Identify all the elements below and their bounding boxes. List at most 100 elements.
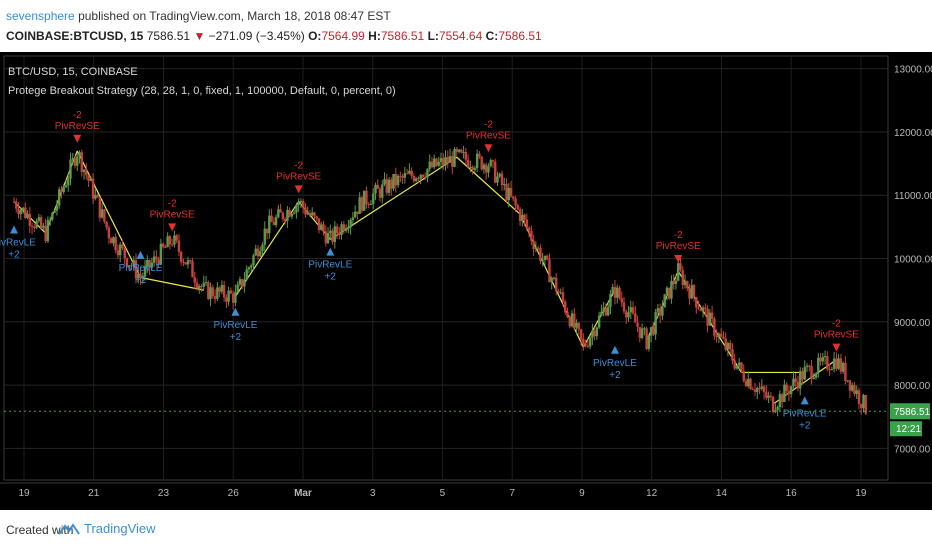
candle-body xyxy=(414,178,418,182)
candle-body xyxy=(606,306,610,316)
candle-body xyxy=(762,386,766,393)
candle-body xyxy=(64,185,68,188)
candle-body xyxy=(841,362,845,372)
candle-body xyxy=(516,205,520,210)
candle-body xyxy=(548,259,551,283)
candles xyxy=(12,145,867,417)
candle-body xyxy=(550,278,553,283)
candle-body xyxy=(792,378,795,387)
candle-body xyxy=(742,370,745,381)
candle-body xyxy=(268,215,271,234)
long-signal-count: +2 xyxy=(609,370,621,381)
time-tick-label: 21 xyxy=(88,488,100,499)
legend-strategy[interactable]: Protege Breakout Strategy (28, 28, 1, 0,… xyxy=(8,85,396,97)
candle-body xyxy=(254,248,257,256)
candle-body xyxy=(444,156,447,166)
last-price-badge-label: 7586.51 xyxy=(894,407,931,418)
tradingview-brand[interactable]: TradingView xyxy=(58,521,156,536)
candle-body xyxy=(134,260,138,279)
candle-body xyxy=(326,232,330,244)
candle-body xyxy=(148,260,151,268)
candle-body xyxy=(234,291,237,303)
candle-body xyxy=(767,395,770,398)
candle-body xyxy=(756,387,759,392)
candle-body xyxy=(500,173,504,186)
candle-body xyxy=(552,277,556,279)
candle-body xyxy=(283,219,287,221)
candle-body xyxy=(728,342,732,350)
candle-body xyxy=(240,279,244,287)
candle-body xyxy=(44,225,47,242)
candle-body xyxy=(715,335,718,338)
candle-body xyxy=(593,330,596,337)
candle-body xyxy=(604,308,608,316)
trendline xyxy=(329,156,458,241)
candle-body xyxy=(256,248,260,257)
candle-body xyxy=(374,184,377,194)
candle-body xyxy=(719,333,723,337)
candle-body xyxy=(692,285,696,298)
candle-body xyxy=(780,394,784,403)
candle-body xyxy=(801,371,804,380)
candle-body xyxy=(353,211,357,218)
candle-body xyxy=(846,380,849,382)
candle-body xyxy=(279,209,282,213)
candle-body xyxy=(121,244,124,249)
candle-body xyxy=(335,226,339,234)
author-link[interactable]: sevensphere xyxy=(6,9,75,23)
candle-body xyxy=(555,277,558,292)
candle-body xyxy=(814,373,818,378)
candle-body xyxy=(369,203,373,205)
long-signal-label: PivRevLE xyxy=(213,320,257,331)
candle-body xyxy=(274,217,278,226)
candle-body xyxy=(799,371,802,389)
candle-body xyxy=(697,307,700,309)
candle-body xyxy=(541,259,544,262)
short-signal-label: PivRevSE xyxy=(656,241,701,252)
candle-body xyxy=(568,316,571,327)
candle-body xyxy=(819,357,822,362)
candle-body xyxy=(87,175,90,181)
candle-body xyxy=(577,322,581,330)
candle-body xyxy=(173,235,176,245)
price-chart[interactable]: -2PivRevSE-2PivRevSE-2PivRevSE-2PivRevSE… xyxy=(0,52,932,510)
candle-body xyxy=(539,248,542,262)
candle-body xyxy=(209,287,212,299)
candle-body xyxy=(150,262,154,268)
last-price-badge xyxy=(890,403,930,420)
candle-body xyxy=(706,308,709,326)
candle-body xyxy=(143,266,147,277)
candle-body xyxy=(505,183,508,201)
candle-body xyxy=(751,388,754,390)
signal-markers: -2PivRevSE-2PivRevSE-2PivRevSE-2PivRevSE… xyxy=(0,110,859,432)
candle-body xyxy=(403,173,407,178)
candle-body xyxy=(695,297,698,308)
price-tick-label: 11000.00 xyxy=(894,191,932,202)
candle-body xyxy=(681,270,684,286)
candle-body xyxy=(225,297,228,302)
candle-body xyxy=(699,308,703,312)
candle-body xyxy=(665,287,669,295)
candle-body xyxy=(247,267,251,270)
candle-body xyxy=(35,220,38,228)
candle-body xyxy=(629,307,632,313)
candle-body xyxy=(810,365,813,379)
candle-body xyxy=(338,233,341,235)
candle-body xyxy=(817,357,820,374)
candle-body xyxy=(731,349,734,361)
candle-body xyxy=(216,287,219,299)
countdown-badge xyxy=(890,421,922,437)
candle-body xyxy=(735,365,739,369)
candle-body xyxy=(12,201,16,203)
candle-body xyxy=(850,385,854,391)
time-tick-label: 5 xyxy=(440,488,446,499)
candle-body xyxy=(193,277,196,283)
candle-body xyxy=(55,205,59,211)
short-signal-count: -2 xyxy=(832,319,841,330)
candle-body xyxy=(412,175,416,182)
chart-area[interactable]: -2 PivRevSE -2 PivRevSE -2 PivRevSE -2 PivRevSE… xyxy=(0,52,932,510)
candle-body xyxy=(453,148,456,167)
candle-body xyxy=(437,161,440,166)
candle-body xyxy=(401,175,404,178)
candle-body xyxy=(39,217,43,228)
